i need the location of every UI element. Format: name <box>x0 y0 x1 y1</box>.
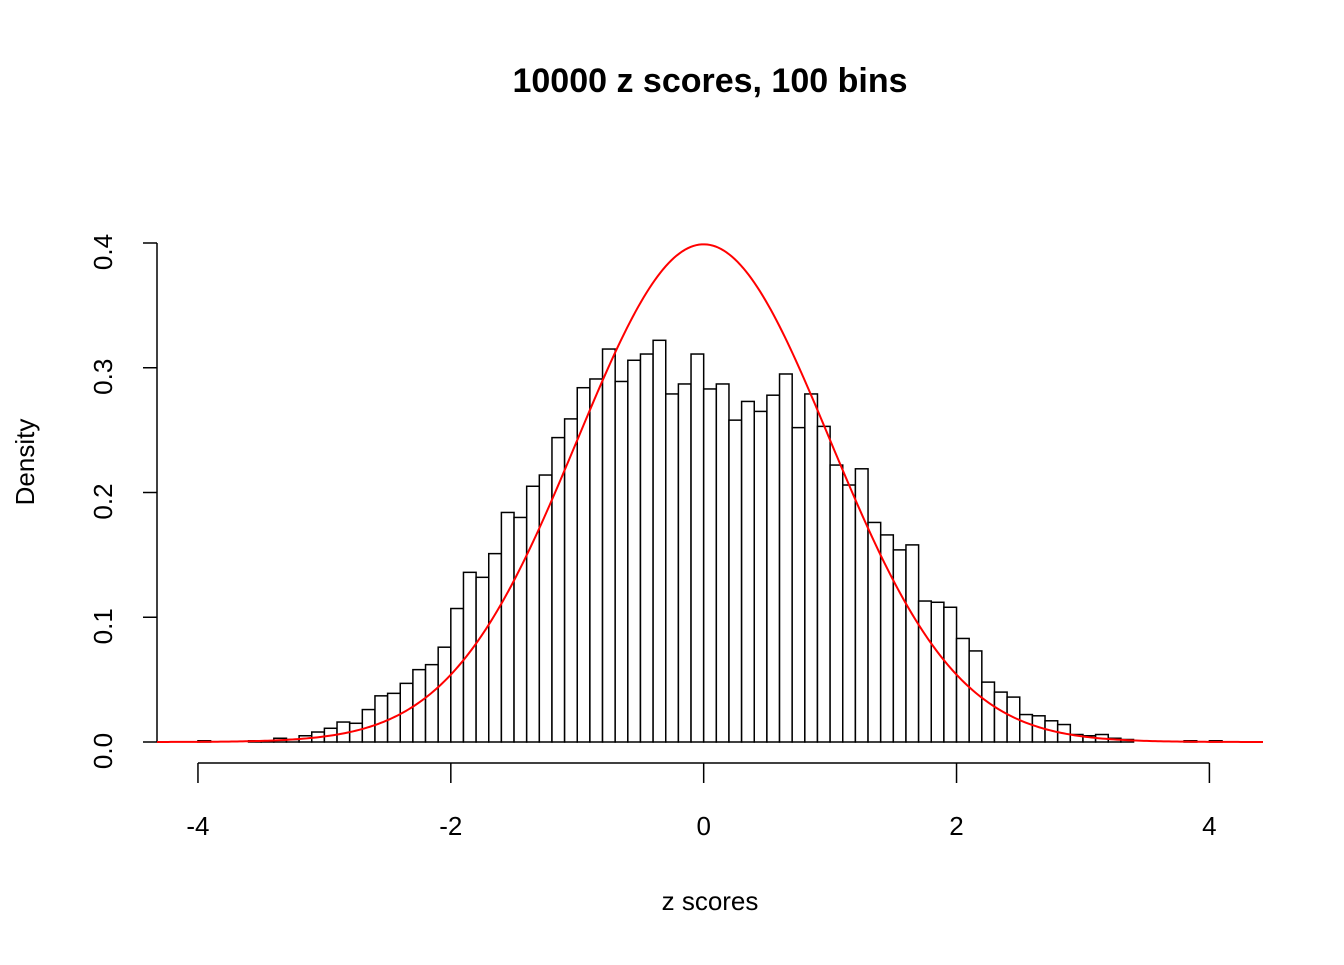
histogram-bar <box>475 576 490 743</box>
histogram-bar <box>601 348 616 743</box>
x-tick-label: -4 <box>186 811 209 841</box>
y-tick-label: 0.4 <box>88 234 118 270</box>
histogram-bar <box>652 339 667 743</box>
histogram-bar <box>766 394 781 743</box>
histogram-bar <box>867 521 882 743</box>
histogram-bar <box>374 695 389 743</box>
histogram-bar <box>892 549 907 743</box>
histogram-bar <box>1019 713 1034 743</box>
histogram-bar <box>437 646 452 743</box>
histogram-bar <box>981 681 996 743</box>
x-tick-label: 2 <box>949 811 963 841</box>
histogram-bar <box>829 464 844 743</box>
histogram-bar <box>993 691 1008 743</box>
histogram-bar <box>791 426 806 743</box>
histogram-bar <box>525 485 541 743</box>
histogram-bar <box>614 380 629 743</box>
x-axis-label: z scores <box>662 886 759 916</box>
chart-title: 10000 z scores, 100 bins <box>512 62 907 100</box>
histogram-bar <box>627 359 642 743</box>
histogram-bar <box>450 607 465 743</box>
x-tick-label: 0 <box>696 811 710 841</box>
histogram-bar <box>728 419 743 743</box>
histogram-bar <box>804 393 819 743</box>
histogram-bar <box>690 353 705 743</box>
histogram-bar <box>576 386 591 743</box>
histogram-bar <box>917 600 933 743</box>
histogram-bar <box>715 383 730 743</box>
histogram-bar <box>943 606 958 743</box>
y-tick-label: 0.3 <box>88 359 118 395</box>
histogram-bar <box>500 511 515 743</box>
y-tick-label: 0.1 <box>88 608 118 644</box>
histogram-bar <box>639 353 654 743</box>
y-tick-label: 0.2 <box>88 483 118 519</box>
histogram-bar <box>930 601 945 743</box>
histogram-bar <box>487 552 503 743</box>
histogram-bar <box>424 663 439 743</box>
x-tick-label: 4 <box>1202 811 1216 841</box>
histogram-bar <box>702 388 718 743</box>
histogram-bar <box>854 468 869 743</box>
histogram-bar <box>905 544 920 743</box>
histogram-bar <box>778 373 793 743</box>
histogram-bar <box>513 516 528 743</box>
histogram-bar <box>589 378 604 743</box>
histogram-bar <box>842 484 857 743</box>
y-axis-label: Density <box>10 419 40 506</box>
x-tick-label: -2 <box>439 811 462 841</box>
histogram-bar <box>955 637 970 743</box>
histogram-bar <box>816 425 831 743</box>
histogram-bar <box>664 393 680 743</box>
histogram-bar <box>753 410 768 743</box>
histogram-bar <box>677 383 692 743</box>
density-curve <box>156 243 1263 743</box>
histogram-bar <box>740 400 756 743</box>
y-tick-label: 0.0 <box>88 733 118 769</box>
